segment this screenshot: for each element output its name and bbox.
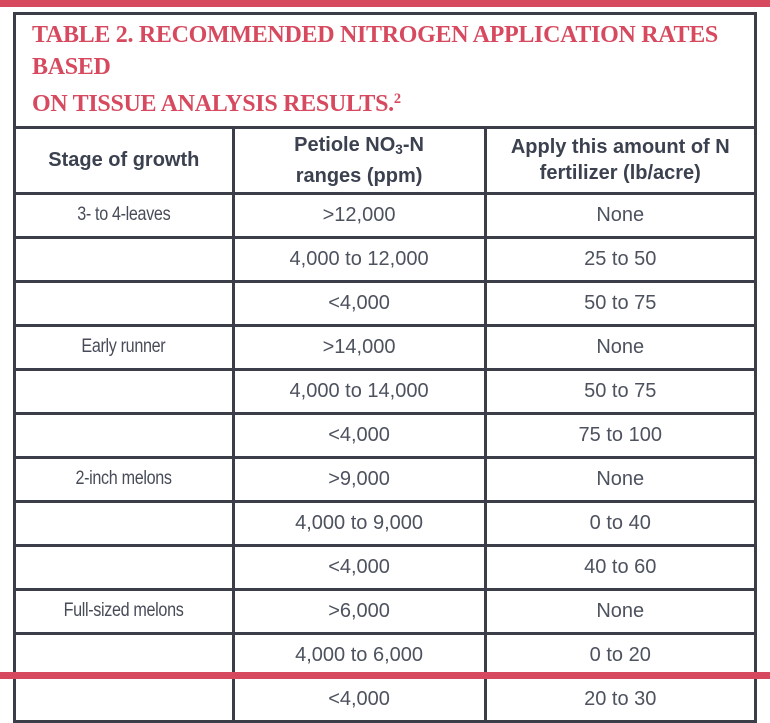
table-caption-line2-text: ON TISSUE ANALYSIS RESULTS. (32, 90, 394, 117)
table-row: 2-inch melons >9,000 None (13, 455, 758, 503)
table-caption-line2: ON TISSUE ANALYSIS RESULTS.2 (32, 83, 748, 120)
stage-cell: 2-inch melons (13, 455, 235, 503)
range-cell: <4,000 (231, 543, 487, 591)
table-row: 4,000 to 14,000 50 to 75 (13, 367, 758, 415)
rate-cell: None (483, 455, 758, 503)
range-cell: >14,000 (231, 323, 487, 371)
col-header-petiole-ranges: Petiole NO3-N ranges (ppm) (231, 125, 487, 195)
rate-cell: 20 to 30 (483, 675, 758, 723)
stage-value: Early runner (81, 336, 166, 358)
range-cell: >6,000 (231, 587, 487, 635)
table-row: <4,000 40 to 60 (13, 543, 758, 591)
table-container: TABLE 2. RECOMMENDED NITROGEN APPLICATIO… (13, 12, 758, 723)
petiole-header-line1: Petiole NO3-N (241, 132, 478, 163)
stage-cell (13, 235, 235, 283)
table-row: Full-sized melons >6,000 None (13, 587, 758, 635)
col-header-stage-of-growth: Stage of growth (13, 125, 235, 195)
range-cell: <4,000 (231, 279, 487, 327)
petiole-suffix: -N (402, 133, 424, 156)
stage-cell (13, 411, 235, 459)
table-caption: TABLE 2. RECOMMENDED NITROGEN APPLICATIO… (13, 12, 757, 129)
stage-cell (13, 675, 235, 723)
stage-value: 2-inch melons (75, 468, 172, 490)
range-cell: <4,000 (231, 675, 487, 723)
stage-cell (13, 367, 235, 415)
range-cell: 4,000 to 6,000 (231, 631, 487, 679)
bottom-accent-bar (0, 672, 770, 679)
apply-header-line2: fertilizer (lb/acre) (539, 162, 701, 185)
col-header-apply-fertilizer: Apply this amount of N fertilizer (lb/ac… (483, 125, 758, 195)
range-cell: 4,000 to 12,000 (231, 235, 487, 283)
rate-cell: 25 to 50 (483, 235, 758, 283)
nitrogen-application-table: TABLE 2. RECOMMENDED NITROGEN APPLICATIO… (13, 12, 758, 723)
stage-cell: 3- to 4-leaves (13, 191, 235, 239)
stage-cell (13, 631, 235, 679)
stage-value: 3- to 4-leaves (77, 204, 171, 226)
rate-cell: 50 to 75 (483, 279, 758, 327)
table-row: <4,000 75 to 100 (13, 411, 758, 459)
col-header-stage-label: Stage of growth (48, 149, 200, 172)
apply-header-line1: Apply this amount of N (510, 136, 730, 159)
table-row: 4,000 to 6,000 0 to 20 (13, 631, 758, 679)
rate-cell: None (483, 323, 758, 371)
stage-cell: Early runner (13, 323, 235, 371)
table-row: <4,000 50 to 75 (13, 279, 758, 327)
stage-cell (13, 279, 235, 327)
table-caption-line1: TABLE 2. RECOMMENDED NITROGEN APPLICATIO… (32, 22, 718, 80)
rate-cell: 75 to 100 (483, 411, 758, 459)
table-row: 4,000 to 9,000 0 to 40 (13, 499, 758, 547)
stage-cell (13, 543, 235, 591)
top-accent-bar (0, 0, 770, 7)
petiole-prefix: Petiole NO (294, 133, 396, 156)
rate-cell: None (483, 191, 758, 239)
header-row: Stage of growth Petiole NO3-N ranges (pp… (13, 125, 758, 195)
petiole-header-line2: ranges (ppm) (295, 164, 423, 187)
range-cell: >12,000 (231, 191, 487, 239)
footnote-marker: 2 (393, 91, 401, 107)
range-cell: 4,000 to 9,000 (231, 499, 487, 547)
table-row: <4,000 20 to 30 (13, 675, 758, 723)
rate-cell: 0 to 20 (483, 631, 758, 679)
range-cell: >9,000 (231, 455, 487, 503)
table-row: 4,000 to 12,000 25 to 50 (13, 235, 758, 283)
range-cell: 4,000 to 14,000 (231, 367, 487, 415)
rate-cell: None (483, 587, 758, 635)
stage-cell: Full-sized melons (13, 587, 235, 635)
rate-cell: 40 to 60 (483, 543, 758, 591)
stage-value: Full-sized melons (63, 600, 184, 622)
table-row: 3- to 4-leaves >12,000 None (13, 191, 758, 239)
table-row: Early runner >14,000 None (13, 323, 758, 371)
caption-row: TABLE 2. RECOMMENDED NITROGEN APPLICATIO… (13, 12, 757, 129)
stage-cell (13, 499, 235, 547)
rate-cell: 50 to 75 (483, 367, 758, 415)
petiole-subscript: 3 (395, 141, 403, 157)
rate-cell: 0 to 40 (483, 499, 758, 547)
range-cell: <4,000 (231, 411, 487, 459)
